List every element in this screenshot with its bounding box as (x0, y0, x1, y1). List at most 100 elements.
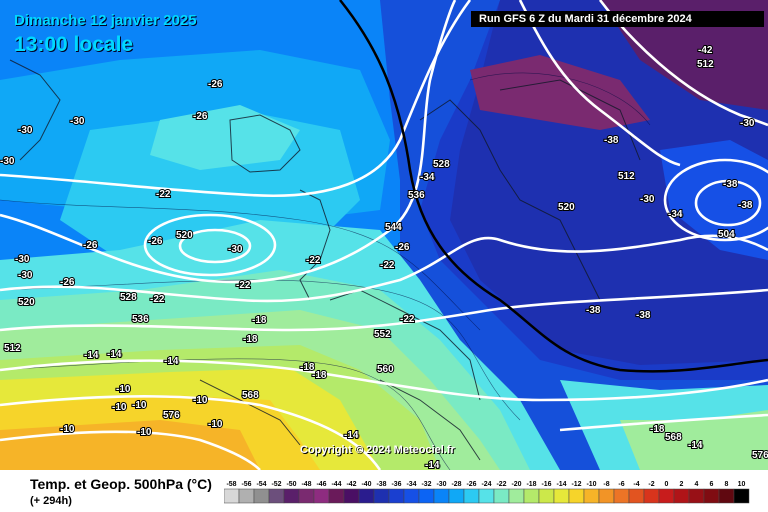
legend-swatch (568, 488, 585, 504)
geop-label: 544 (385, 222, 402, 233)
geop-label: 568 (665, 432, 682, 443)
legend-label: 8 (725, 481, 729, 488)
legend-label: -48 (301, 481, 311, 488)
legend-swatch (313, 488, 330, 504)
legend-label: -22 (496, 481, 506, 488)
legend-swatch (403, 488, 420, 504)
model-run-label: Run GFS 6 Z du Mardi 31 décembre 2024 (471, 11, 764, 27)
temp-label: -14 (164, 356, 179, 367)
legend-label: -30 (436, 481, 446, 488)
legend-swatch (538, 488, 555, 504)
temp-band-18-se (620, 410, 768, 470)
forecast-date: Dimanche 12 janvier 2025 (14, 12, 197, 29)
geop-label: 536 (132, 314, 149, 325)
temp-label: -38 (723, 179, 738, 190)
weather-map: -30 -30 -30 -30 -30 -26 -26 -26 -26 -26 … (0, 0, 768, 470)
legend-swatch (358, 488, 375, 504)
temp-label: -30 (18, 270, 33, 281)
legend-swatch (224, 488, 240, 504)
legend-label: -52 (271, 481, 281, 488)
legend-swatch (718, 488, 735, 504)
temp-band-36 (380, 0, 768, 470)
temp-label: -26 (395, 242, 410, 253)
legend-label: -40 (361, 481, 371, 488)
legend-swatch (373, 488, 390, 504)
temp-label: -30 (18, 125, 33, 136)
legend-label: -26 (466, 481, 476, 488)
legend-swatch (733, 488, 750, 504)
map-canvas: -30 -30 -30 -30 -30 -26 -26 -26 -26 -26 … (0, 0, 768, 470)
temp-label: -30 (0, 156, 15, 167)
legend-label: 0 (665, 481, 669, 488)
temp-label: -14 (688, 440, 703, 451)
legend-label: -38 (376, 481, 386, 488)
geop-label: 528 (120, 292, 137, 303)
temp-label: -30 (70, 116, 85, 127)
geop-low-west-inner (178, 228, 252, 264)
copyright-text: Copyright © 2024 Meteociel.fr (300, 444, 455, 456)
geop-label: 536 (408, 190, 425, 201)
legend-label: -20 (511, 481, 521, 488)
parameter-title: Temp. et Geop. 500hPa (°C) (30, 476, 212, 492)
geop-label: 504 (718, 229, 735, 240)
legend-swatch (463, 488, 480, 504)
geop-label: 520 (18, 297, 35, 308)
temp-label: -22 (156, 189, 171, 200)
temp-label: -18 (650, 424, 665, 435)
temp-label: -10 (208, 419, 223, 430)
legend-label: 6 (710, 481, 714, 488)
legend-swatch (268, 488, 285, 504)
geopotential-labels: 520 528 536 544 552 560 568 576 520 528 … (3, 58, 768, 462)
legend-label: -32 (421, 481, 431, 488)
temp-label: -38 (738, 200, 753, 211)
legend-swatch (613, 488, 630, 504)
temp-band-24 (150, 105, 300, 170)
legend-label: 10 (738, 481, 746, 488)
geop-label: 576 (752, 450, 768, 461)
legend-swatch (283, 488, 300, 504)
geop-low-west (143, 213, 277, 277)
legend-label: -18 (526, 481, 536, 488)
temp-label: -10 (60, 424, 75, 435)
legend-label: 2 (680, 481, 684, 488)
legend-label: -8 (603, 481, 609, 488)
legend-label: -12 (571, 481, 581, 488)
temp-label: -38 (586, 305, 601, 316)
temp-label: -26 (60, 277, 75, 288)
geop-low-east (663, 158, 768, 242)
legend-swatch (298, 488, 315, 504)
coastlines (9, 59, 641, 461)
legend-label: -56 (241, 481, 251, 488)
geop-540-contour (339, 0, 768, 373)
legend-label: -6 (618, 481, 624, 488)
legend-label: -10 (586, 481, 596, 488)
legend-swatch (703, 488, 720, 504)
temp-label: -38 (636, 310, 651, 321)
temp-label: -26 (148, 236, 163, 247)
temp-label: -42 (698, 45, 713, 56)
legend-swatch (328, 488, 345, 504)
legend-swatch (628, 488, 645, 504)
legend-label: -2 (648, 481, 654, 488)
legend-swatch (448, 488, 465, 504)
color-legend: -58 -56 -54 -52 -50 -48 -46 -44 -42 -40 -38 -36 -34-… (224, 481, 750, 504)
map-footer: Temp. et Geop. 500hPa (°C) (+ 294h) -58-… (0, 470, 768, 512)
temp-label: -34 (420, 172, 435, 183)
temp-label: -26 (208, 79, 223, 90)
geop-label: 512 (618, 171, 635, 182)
geop-label: 552 (374, 329, 391, 340)
legend-label: -16 (541, 481, 551, 488)
temp-label: -18 (312, 370, 327, 381)
legend-swatch (553, 488, 570, 504)
lead-time: (+ 294h) (30, 495, 72, 507)
temp-label: -26 (193, 111, 208, 122)
legend-label: -46 (316, 481, 326, 488)
legend-swatch (388, 488, 405, 504)
temp-label: -38 (604, 135, 619, 146)
temp-label: -30 (640, 194, 655, 205)
legend-label: -4 (633, 481, 639, 488)
forecast-time: 13:00 locale (14, 33, 134, 56)
legend-label: -54 (256, 481, 266, 488)
legend-label: -24 (481, 481, 491, 488)
legend-swatch (253, 488, 270, 504)
